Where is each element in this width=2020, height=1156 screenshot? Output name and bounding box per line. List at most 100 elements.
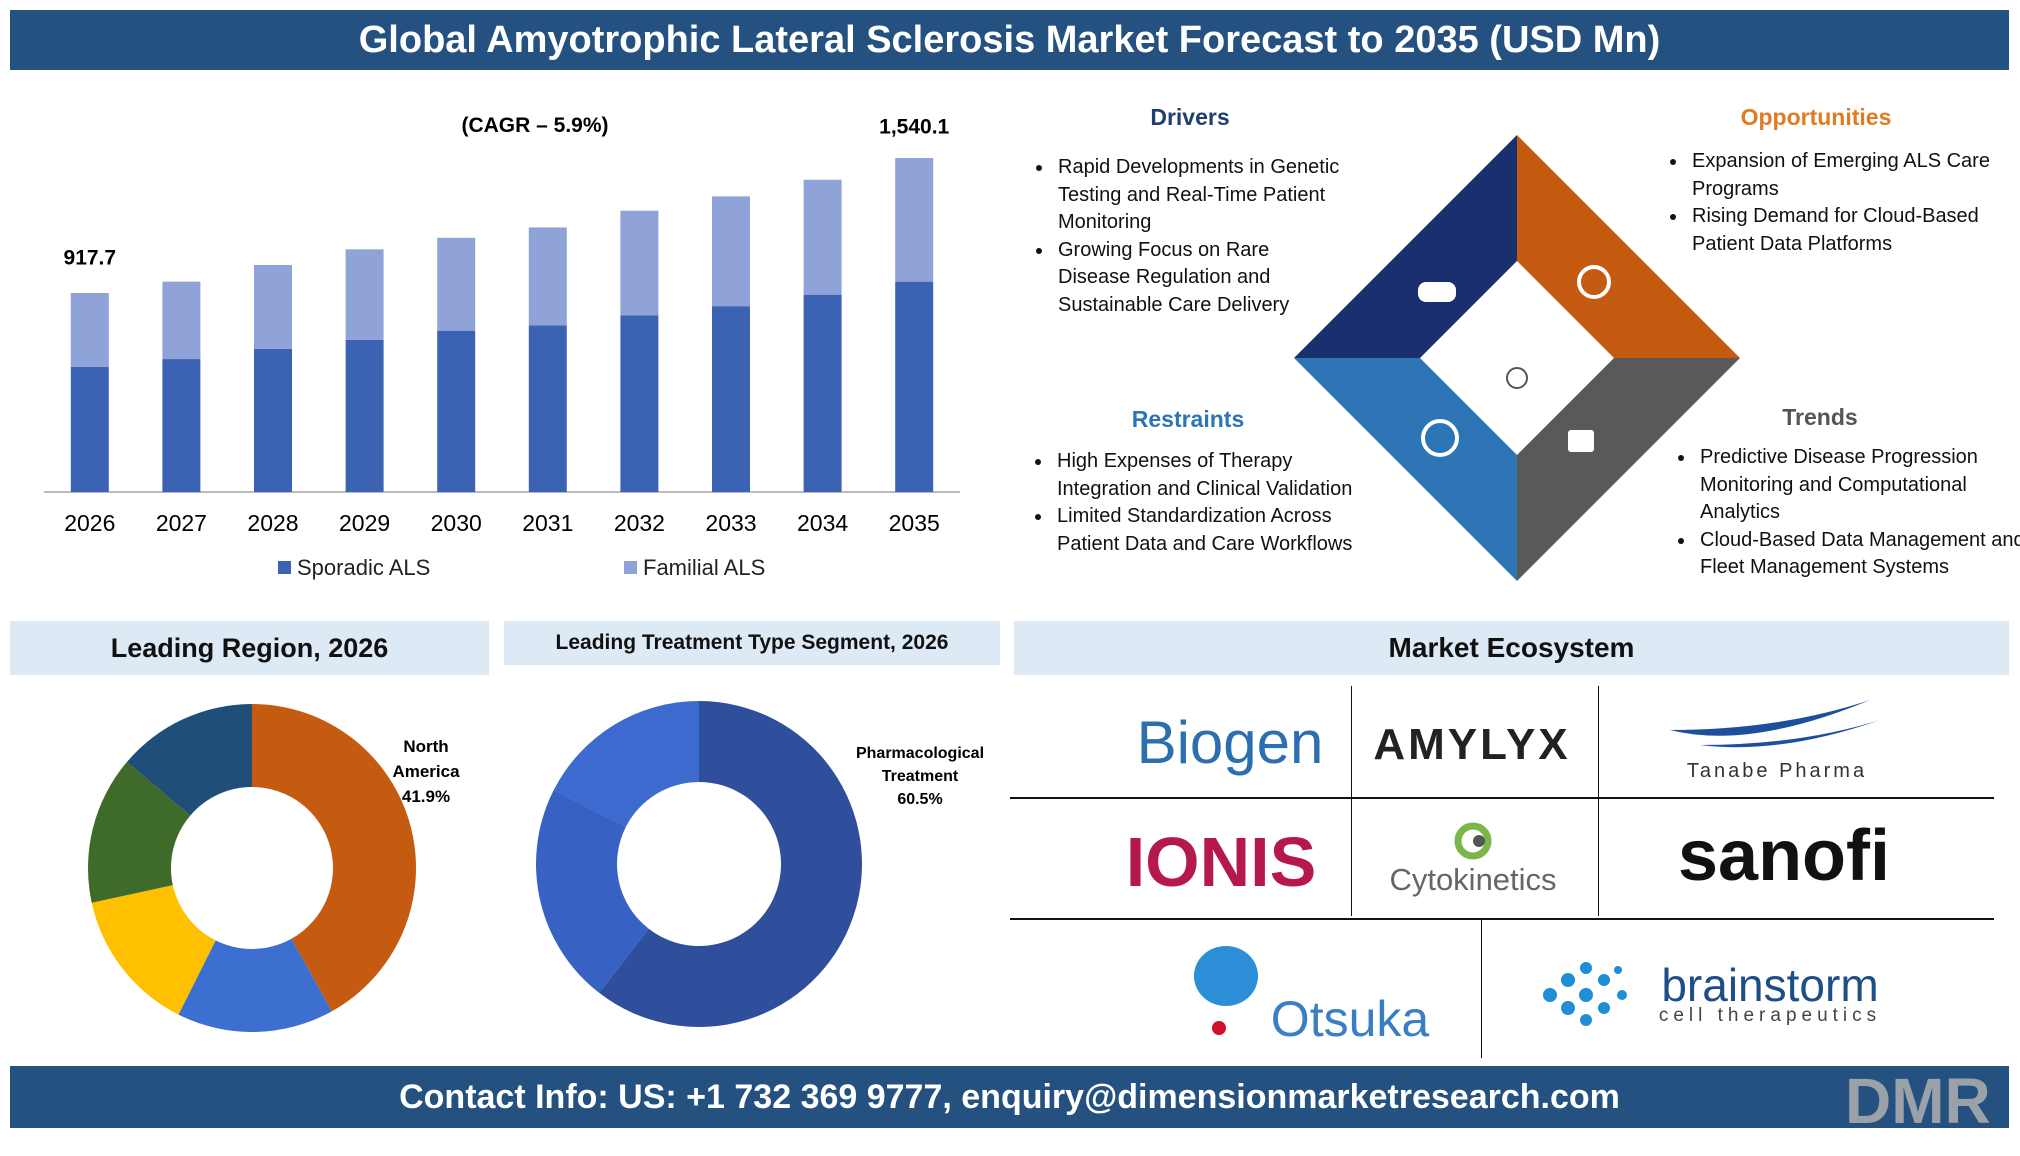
divider [1481, 918, 1482, 1058]
donut-segment [91, 885, 216, 1015]
trend-item: Cloud-Based Data Management and Fleet Ma… [1696, 527, 2020, 582]
bar-segment [70, 366, 109, 492]
bar-segment [345, 249, 384, 340]
drivers-title: Drivers [1150, 104, 1230, 130]
donut-segment [87, 761, 191, 903]
total-label: 1,540.1 [879, 116, 949, 139]
restraints-quadrant [1294, 358, 1517, 581]
bar-segment [437, 330, 476, 492]
logo-ionis: IONIS [1125, 823, 1317, 901]
driver-icon [1418, 282, 1456, 302]
opportunities-list: Expansion of Emerging ALS Care Programs … [1660, 148, 2020, 258]
trends-title: Trends [1782, 404, 1858, 430]
bar-segment [528, 325, 567, 492]
legend-swatch [278, 561, 291, 574]
driver-item: Growing Focus on Rare Disease Regulation… [1054, 237, 1344, 320]
trends-quadrant [1517, 358, 1740, 581]
cytokinetics-mark [1454, 822, 1492, 860]
region-title: Leading Region, 2026 [110, 632, 389, 663]
region-label: North America 41.9% [390, 734, 462, 809]
opportunity-icon [1577, 265, 1611, 299]
logo-amylyx: AMYLYX [1373, 720, 1571, 769]
x-tick-label: 2033 [705, 510, 756, 536]
restraints-list: High Expenses of Therapy Integration and… [1025, 448, 1383, 558]
opportunity-item: Expansion of Emerging ALS Care Programs [1688, 148, 2020, 203]
bar-segment [70, 292, 109, 367]
opportunity-item: Rising Demand for Cloud-Based Patient Da… [1688, 203, 2020, 258]
logo-tanabe: Tanabe Pharma [1686, 760, 1868, 782]
legend-label: Sporadic ALS [297, 555, 430, 580]
donut-segment [252, 704, 416, 1012]
region-category: North America [392, 737, 460, 781]
brainstorm-mark [1543, 962, 1627, 1026]
trend-item: Predictive Disease Progression Monitorin… [1696, 444, 2020, 527]
otsuka-mark [1194, 946, 1258, 1035]
x-tick-label: 2035 [889, 510, 940, 536]
page-title: Global Amyotrophic Lateral Sclerosis Mar… [358, 19, 1661, 61]
x-tick-label: 2032 [614, 510, 665, 536]
bar-segment [528, 227, 567, 326]
x-tick-label: 2031 [522, 510, 573, 536]
region-value: 41.9% [401, 787, 451, 806]
legend-swatch [624, 561, 637, 574]
logo-brainstorm-tagline: cell therapeutics [1658, 1005, 1882, 1026]
x-tick-label: 2027 [156, 510, 207, 536]
ecosystem-header: Market Ecosystem [1014, 621, 2009, 675]
logo-brainstorm: brainstorm [1661, 959, 1879, 1011]
bar-segment [803, 294, 842, 492]
donut-segment [126, 704, 252, 816]
donut-segment [599, 701, 862, 1027]
restraints-title: Restraints [1131, 406, 1245, 432]
bar-segment [162, 359, 201, 492]
driver-item: Rapid Developments in Genetic Testing an… [1054, 154, 1344, 237]
treatment-label: Pharmacological Treatment 60.5% [845, 742, 995, 811]
treatment-title: Leading Treatment Type Segment, 2026 [555, 631, 949, 654]
region-header: Leading Region, 2026 [10, 621, 489, 675]
tanabe-waves [1670, 700, 1880, 748]
logo-cytokinetics: Cytokinetics [1389, 862, 1557, 897]
divider [1010, 918, 1994, 920]
trends-list: Predictive Disease Progression Monitorin… [1668, 444, 2020, 582]
center-diamond [1420, 261, 1614, 455]
restraint-icon [1421, 419, 1459, 457]
logo-sanofi: sanofi [1677, 816, 1891, 896]
divider [1010, 797, 1994, 799]
logo-otsuka: Otsuka [1270, 991, 1430, 1047]
center-icon [1506, 367, 1528, 389]
total-label: 917.7 [64, 247, 117, 270]
title-bar: Global Amyotrophic Lateral Sclerosis Mar… [10, 10, 2009, 70]
drivers-quadrant [1294, 135, 1517, 358]
ecosystem-title: Market Ecosystem [1388, 632, 1635, 663]
x-tick-label: 2026 [64, 510, 115, 536]
trend-icon [1568, 430, 1594, 452]
bar-segment [620, 210, 659, 316]
bar-segment [712, 196, 750, 307]
treatment-header: Leading Treatment Type Segment, 2026 [504, 621, 1000, 665]
cagr-label: (CAGR – 5.9%) [461, 114, 609, 137]
bar-segment [803, 179, 842, 295]
x-tick-label: 2029 [339, 510, 390, 536]
treatment-category: Pharmacological Treatment [855, 745, 985, 785]
x-tick-label: 2034 [797, 510, 848, 536]
bar-segment [895, 158, 934, 282]
dmr-logo: DMR [1845, 1065, 1991, 1137]
bar-segment [254, 264, 292, 349]
bar-segment [254, 348, 292, 492]
bar-segment [345, 339, 384, 492]
bar-segment [712, 306, 750, 492]
donut-segment [553, 700, 699, 827]
drivers-list: Rapid Developments in Genetic Testing an… [1026, 154, 1344, 319]
donut-segment [178, 938, 332, 1032]
restraint-item: Limited Standardization Across Patient D… [1053, 503, 1383, 558]
opportunities-title: Opportunities [1740, 104, 1892, 130]
bar-segment [437, 237, 476, 331]
x-tick-label: 2030 [431, 510, 482, 536]
restraint-item: High Expenses of Therapy Integration and… [1053, 448, 1383, 503]
footer-bar: Contact Info: US: +1 732 369 9777, enqui… [10, 1066, 2009, 1128]
divider [1351, 686, 1352, 916]
divider [1598, 686, 1599, 916]
bar-segment [162, 281, 201, 360]
bar-segment [620, 315, 659, 492]
